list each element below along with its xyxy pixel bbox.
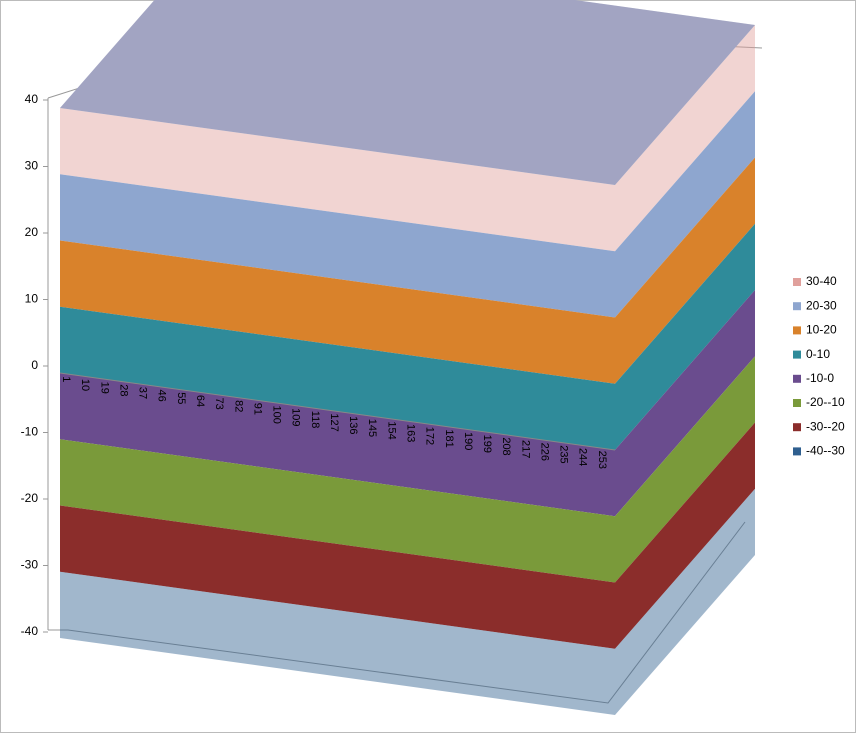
legend-label: -40--30 — [806, 444, 845, 458]
legend-label: -20--10 — [806, 395, 845, 409]
y-tick-label: -30 — [21, 558, 39, 572]
y-tick-label: -20 — [21, 491, 39, 505]
legend-swatch — [793, 278, 801, 286]
x-tick-label: 37 — [137, 387, 149, 399]
legend-label: 0-10 — [806, 347, 830, 361]
legend-swatch — [793, 423, 801, 432]
x-tick-label: 199 — [481, 435, 493, 453]
x-tick-label: 253 — [596, 451, 608, 469]
surface-side — [615, 157, 755, 384]
surface-front — [60, 373, 615, 517]
y-tick-label: 0 — [31, 358, 38, 372]
legend-swatch — [793, 350, 801, 359]
y-tick-label: 40 — [25, 92, 39, 106]
surface-front — [60, 240, 615, 384]
surface-side — [615, 356, 755, 583]
x-tick-label: 172 — [424, 427, 436, 445]
x-tick-label: 82 — [232, 400, 244, 412]
x-tick-label: 10 — [79, 379, 91, 391]
x-tick-label: 28 — [117, 384, 129, 396]
x-axis — [59, 372, 616, 451]
legend-label: -10-0 — [806, 371, 834, 385]
x-tick-label: 118 — [309, 411, 321, 429]
x-tick-label: 208 — [500, 437, 512, 455]
y-tick-label: 30 — [25, 159, 39, 173]
x-tick-label: 217 — [519, 440, 531, 458]
floor — [48, 521, 746, 704]
x-tick-label: 55 — [175, 392, 187, 404]
y-tick-label: 10 — [25, 292, 39, 306]
surface-front — [60, 439, 615, 583]
surface-front — [60, 306, 615, 450]
surface-front — [60, 571, 615, 715]
x-tick-label: 64 — [194, 395, 206, 407]
legend-label: 10-20 — [806, 323, 837, 337]
x-tick-label: 235 — [558, 445, 570, 463]
x-tick-label: 181 — [443, 429, 455, 447]
x-tick-label: 127 — [328, 413, 340, 431]
legend-swatch — [793, 374, 801, 383]
x-tick-label: 145 — [366, 419, 378, 437]
surface-front — [60, 174, 615, 318]
legend-swatch — [793, 302, 801, 311]
legend-label: 30-40 — [806, 274, 837, 288]
x-tick-label: 226 — [538, 443, 550, 461]
surface-top-highlight — [60, 0, 755, 185]
x-tick-label: 109 — [290, 408, 302, 426]
surface-side — [615, 422, 755, 649]
legend-label: 20-30 — [806, 298, 837, 312]
surface-front — [60, 505, 615, 649]
surface-side — [615, 488, 755, 715]
x-tick-label: 154 — [385, 421, 397, 439]
y-tick-label: -10 — [21, 425, 39, 439]
surface-front — [60, 108, 615, 252]
x-tick-label: 73 — [213, 398, 225, 410]
x-tick-label: 19 — [98, 382, 110, 394]
legend-swatch — [793, 447, 801, 456]
x-tick-label: 1 — [60, 376, 72, 382]
y-tick-label: 20 — [25, 225, 39, 239]
surface-side — [615, 223, 755, 450]
legend-label: -30--20 — [806, 419, 845, 433]
x-tick-label: 190 — [462, 432, 474, 450]
x-tick-label: 244 — [577, 448, 589, 466]
surface-top — [60, 0, 755, 185]
legend-swatch — [793, 399, 801, 407]
surface-side — [615, 25, 755, 252]
surface-side — [615, 91, 755, 318]
x-tick-label: 46 — [156, 390, 168, 402]
x-tick-label: 136 — [347, 416, 359, 434]
x-tick-label: 91 — [251, 403, 263, 415]
x-tick-label: 100 — [271, 405, 283, 423]
y-tick-label: -40 — [21, 624, 39, 638]
surface-side — [615, 290, 755, 517]
x-tick-label: 163 — [404, 424, 416, 442]
legend-swatch — [793, 326, 801, 335]
